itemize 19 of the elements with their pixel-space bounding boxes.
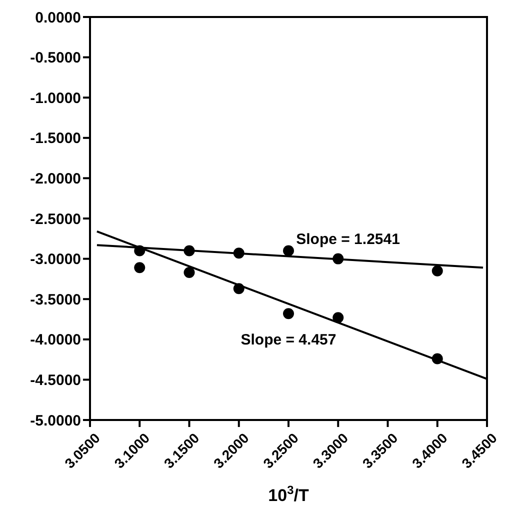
annotation: Slope = 1.2541 — [296, 230, 400, 248]
point — [432, 265, 443, 276]
point — [283, 245, 294, 256]
y-tick-label: 0.0000 — [35, 9, 81, 26]
point — [184, 267, 195, 278]
y-tick-label: -4.5000 — [30, 372, 81, 389]
y-tick-label: -5.0000 — [30, 412, 81, 430]
y-tick-label: -3.0000 — [30, 251, 81, 268]
y-tick-label: -1.0000 — [30, 90, 81, 107]
y-tick-label: -3.5000 — [30, 291, 81, 308]
point — [283, 308, 294, 320]
y-tick-label: -2.0000 — [30, 170, 81, 188]
y-tick-label: -2.5000 — [30, 210, 81, 228]
x-axis-title: 10$^{3}$/T — [268, 483, 310, 505]
y-tick-label: -1.5000 — [30, 130, 81, 148]
annotation: Slope = 4.457 — [240, 332, 336, 349]
y-tick-label: -0.5000 — [30, 50, 81, 67]
y-tick-label: -4.0000 — [30, 332, 81, 349]
point — [134, 262, 146, 274]
